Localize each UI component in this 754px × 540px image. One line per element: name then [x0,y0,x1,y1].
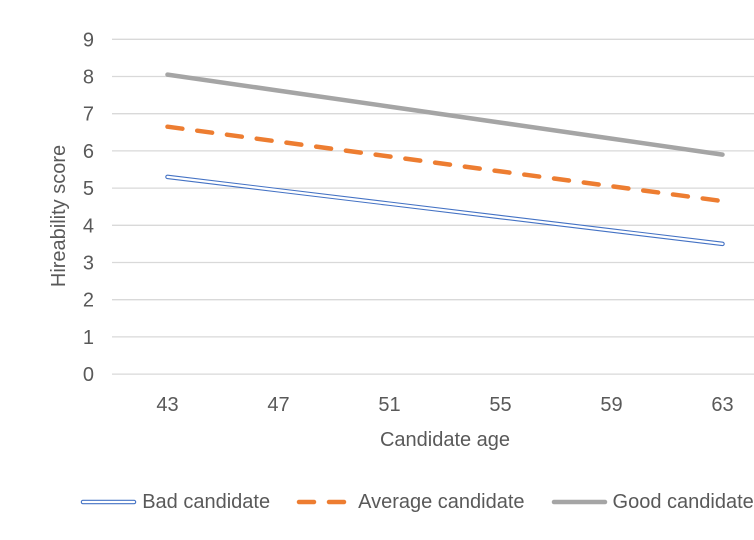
x-tick-label: 43 [156,394,178,416]
series-line-average-candidate [165,124,725,204]
y-axis-title: Hireability score [48,145,70,287]
legend: Bad candidate Average candidate Good can… [40,466,754,524]
y-tick-label: 7 [83,104,94,126]
x-tick-label: 63 [711,394,733,416]
hireability-line-chart: 0 1 2 3 4 5 6 7 8 9 43 47 51 55 59 63 Candidate age Hi… [40,16,754,524]
y-tick-label: 2 [83,290,94,312]
y-axis-tick-labels: 0 1 2 3 4 5 6 7 8 9 [83,29,94,386]
legend-label-good-candidate: Good candidate [612,490,754,513]
legend-item-bad-candidate: Bad candidate [80,491,270,514]
y-tick-label: 9 [83,29,94,51]
gridlines [112,38,754,375]
legend-item-good-candidate: Good candidate [551,491,754,514]
x-tick-label: 55 [489,394,511,416]
x-tick-label: 59 [600,394,622,416]
y-tick-label: 8 [83,67,94,89]
x-tick-label: 51 [378,394,400,416]
legend-line-sample-good-candidate [551,499,607,505]
series-line-inner-bad-candidate [166,175,724,246]
legend-line-sample-average-candidate [296,499,353,505]
y-tick-label: 1 [83,327,94,349]
series-line-good-candidate [165,72,725,157]
y-tick-label: 4 [83,215,94,237]
legend-line-sample-bad-candidate [80,499,137,505]
series-lines [165,72,725,247]
x-tick-label: 47 [267,394,289,416]
y-tick-label: 5 [83,178,94,200]
legend-item-average-candidate: Average candidate [296,490,525,514]
legend-label-bad-candidate: Bad candidate [142,490,271,513]
legend-label-average-candidate: Average candidate [358,490,525,513]
y-tick-label: 0 [83,364,94,386]
y-tick-label: 6 [83,141,94,163]
y-tick-label: 3 [83,253,94,275]
plot-area: 0 1 2 3 4 5 6 7 8 9 43 47 51 55 59 63 Candidate age Hi… [48,29,754,451]
x-axis-title: Candidate age [380,429,510,451]
x-axis-tick-labels: 43 47 51 55 59 63 [156,394,733,416]
